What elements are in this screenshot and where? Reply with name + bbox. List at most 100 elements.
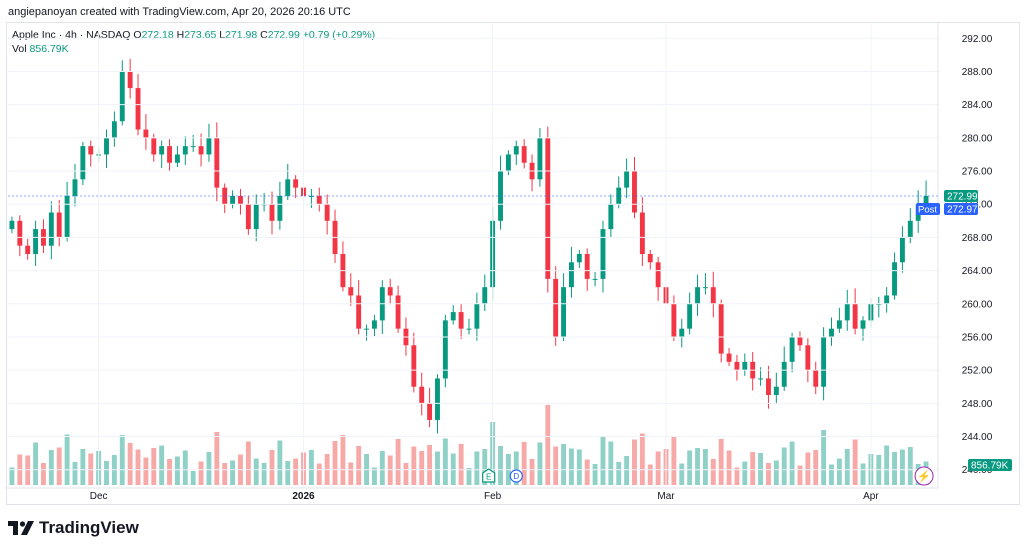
post-label: Post	[918, 205, 937, 216]
volume-bar	[608, 441, 614, 485]
volume-bar	[387, 455, 393, 485]
volume-bar	[687, 450, 693, 485]
candle-body	[111, 121, 117, 138]
volume-bar	[9, 467, 15, 485]
last-price-badge: 272.99	[944, 190, 978, 203]
candle-body	[474, 303, 480, 329]
volume-bar	[356, 446, 362, 485]
candle-body	[190, 146, 196, 148]
volume-bar	[836, 458, 842, 485]
volume-bar	[48, 450, 54, 485]
volume-bar	[632, 439, 637, 485]
dividend-marker[interactable]: D	[509, 469, 523, 483]
candle-body	[25, 245, 31, 254]
volume-bar	[600, 437, 606, 485]
candle-body	[844, 303, 850, 321]
tradingview-logo[interactable]: TradingView	[8, 518, 139, 538]
volume-bar	[316, 463, 322, 485]
candle-body	[923, 195, 929, 205]
candle-body	[608, 204, 614, 230]
candle-body	[135, 88, 141, 130]
candle-body	[805, 345, 811, 371]
volume-bar	[498, 446, 503, 485]
volume-bar	[222, 463, 228, 485]
volume-bar	[852, 439, 858, 485]
candle-body	[592, 278, 598, 280]
y-tick-label: 244.00	[962, 432, 993, 443]
volume-bar	[576, 449, 582, 485]
x-tick-label: 2026	[292, 491, 315, 502]
legend-vol-label: Vol	[12, 43, 27, 55]
volume-bar	[545, 405, 551, 485]
candle-body	[899, 237, 905, 263]
volume-bar	[482, 449, 488, 485]
y-tick-label: 264.00	[962, 266, 993, 277]
candle-body	[324, 204, 330, 221]
candle-body	[829, 328, 834, 337]
volume-bar	[860, 463, 866, 485]
candles	[9, 58, 929, 434]
volume-bar	[285, 461, 291, 485]
volume-bar	[151, 448, 157, 485]
candle-body	[505, 154, 511, 172]
y-tick-label: 288.00	[962, 67, 993, 78]
candle-body	[860, 320, 866, 329]
price-axis[interactable]: 240.00244.00248.00252.00256.00260.00264.…	[8, 22, 993, 488]
earnings-marker[interactable]: E	[482, 468, 496, 483]
candle-body	[238, 195, 243, 205]
y-tick-label: 260.00	[962, 299, 993, 310]
volume-bar	[474, 451, 480, 485]
volume-bar	[734, 467, 740, 485]
candle-body	[521, 146, 527, 163]
volume-bar	[789, 441, 795, 485]
volume-bar	[206, 452, 212, 485]
volume-bar	[639, 433, 645, 485]
volume-bar	[230, 460, 236, 485]
legend-open-label: O	[133, 29, 142, 41]
candle-body	[734, 361, 740, 371]
volume-bar	[143, 457, 149, 485]
volume-bar	[33, 442, 39, 485]
x-tick-label: Dec	[90, 491, 108, 502]
volume-bar	[829, 464, 834, 485]
legend-close-label: C	[260, 29, 268, 41]
y-tick-label: 276.00	[962, 167, 993, 178]
legend-high-label: H	[176, 29, 185, 41]
candle-body	[513, 146, 519, 155]
volume-bar	[766, 463, 771, 485]
header-attribution: angiepanoyan created with TradingView.co…	[8, 6, 351, 18]
x-tick-label: Mar	[657, 491, 675, 502]
volume-bar	[513, 451, 519, 485]
lightning-icon[interactable]: ⚡	[914, 466, 934, 486]
volume-bar	[844, 449, 850, 485]
candle-body	[671, 303, 677, 337]
volume-bar	[340, 435, 346, 485]
volume-bar	[647, 464, 653, 485]
candle-body	[813, 370, 819, 387]
candle-body	[387, 287, 393, 296]
candle-body	[545, 137, 551, 279]
y-tick-label: 248.00	[962, 399, 993, 410]
candle-body	[458, 312, 464, 329]
volume-bar	[182, 450, 188, 485]
candle-body	[576, 254, 582, 263]
candle-body	[206, 137, 212, 155]
volume-bar	[521, 442, 527, 485]
volume-bar	[174, 456, 180, 485]
candle-body	[182, 146, 188, 155]
volume-bar	[797, 465, 803, 485]
volume-bar	[899, 449, 905, 485]
volume-bar	[119, 435, 125, 485]
volume-bar	[813, 450, 819, 485]
candle-body	[639, 212, 645, 254]
candle-body	[9, 220, 15, 230]
chart-frame[interactable]	[6, 22, 1020, 505]
volume-bar	[584, 459, 590, 485]
candle-body	[466, 328, 472, 330]
volume-bar	[332, 441, 338, 485]
volume-bar	[773, 460, 779, 485]
candle-body	[56, 212, 62, 238]
volume-bar	[679, 463, 685, 485]
time-axis[interactable]: Dec 2026 Feb Mar Apr	[6, 22, 938, 502]
